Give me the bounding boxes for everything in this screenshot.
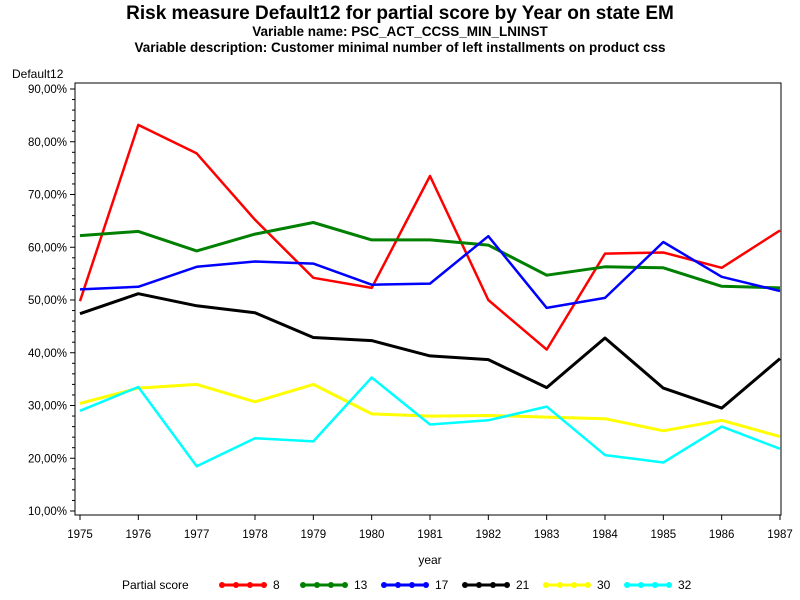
legend-marker xyxy=(624,582,630,588)
legend-item-13: 13 xyxy=(300,578,368,592)
y-axis: 10,00% 20,00% 30,00% 40,00% 50,00% 60,00% 70,0… xyxy=(28,84,75,518)
legend-marker xyxy=(328,582,334,588)
series-line-30 xyxy=(79,382,781,439)
chart-subtitle-variable-name: Variable name: PSC_ACT_CCSS_MIN_LNINST xyxy=(252,24,548,39)
x-tick-label: 1982 xyxy=(476,529,502,541)
legend-label: 8 xyxy=(273,578,280,592)
legend-marker xyxy=(462,582,468,588)
x-tick-label: 1977 xyxy=(184,529,210,541)
x-tick-label: 1981 xyxy=(417,529,443,541)
series-lines xyxy=(78,123,781,468)
plot-frame xyxy=(74,82,782,516)
legend-marker xyxy=(261,582,267,588)
y-tick-label: 10,00% xyxy=(28,506,67,518)
legend-marker xyxy=(342,582,348,588)
y-tick-label: 40,00% xyxy=(28,348,67,360)
legend-marker xyxy=(314,582,320,588)
legend-marker xyxy=(585,582,591,588)
y-tick-label: 70,00% xyxy=(28,190,67,202)
x-tick-label: 1979 xyxy=(301,529,327,541)
legend-marker xyxy=(666,582,672,588)
x-tick-label: 1978 xyxy=(242,529,268,541)
x-tick-label: 1983 xyxy=(534,529,560,541)
legend-label: 21 xyxy=(516,578,530,592)
legend-item-17: 17 xyxy=(381,578,449,592)
x-tick-label: 1976 xyxy=(126,529,152,541)
legend-item-8: 8 xyxy=(219,578,280,592)
x-axis-label: year xyxy=(418,553,441,567)
legend-marker xyxy=(381,582,387,588)
legend-marker xyxy=(247,582,253,588)
y-axis-label: Default12 xyxy=(12,67,64,81)
series-line-17 xyxy=(79,234,781,310)
y-tick-label: 20,00% xyxy=(28,453,67,465)
legend-label: 13 xyxy=(354,578,368,592)
legend-item-32: 32 xyxy=(624,578,692,592)
legend-marker xyxy=(233,582,239,588)
legend-label: 32 xyxy=(678,578,692,592)
legend-item-30: 30 xyxy=(543,578,611,592)
legend-marker xyxy=(638,582,644,588)
y-tick-label: 30,00% xyxy=(28,401,67,413)
x-tick-label: 1986 xyxy=(709,529,735,541)
legend-title: Partial score xyxy=(122,578,189,592)
legend-marker xyxy=(476,582,482,588)
x-tick-label: 1985 xyxy=(651,529,677,541)
legend-label: 17 xyxy=(435,578,449,592)
legend-marker xyxy=(504,582,510,588)
series-line-21 xyxy=(79,292,781,410)
legend-marker xyxy=(571,582,577,588)
legend-marker xyxy=(395,582,401,588)
legend-item-21: 21 xyxy=(462,578,530,592)
legend-marker xyxy=(490,582,496,588)
chart-subtitle-variable-description: Variable description: Customer minimal n… xyxy=(134,40,665,55)
y-tick-label: 80,00% xyxy=(28,137,67,149)
legend-marker xyxy=(543,582,549,588)
legend-marker xyxy=(300,582,306,588)
legend: Partial score 8 13 17 21 30 32 xyxy=(122,578,692,592)
y-tick-label: 60,00% xyxy=(28,242,67,254)
legend-marker xyxy=(219,582,225,588)
series-line-13 xyxy=(79,221,781,290)
y-tick-label: 50,00% xyxy=(28,295,67,307)
series-line-32 xyxy=(79,376,781,468)
legend-marker xyxy=(652,582,658,588)
x-axis: 1975 1976 1977 1978 1979 1980 1981 1982 1983 1984… xyxy=(67,515,793,541)
y-tick-label: 90,00% xyxy=(28,84,67,96)
legend-label: 30 xyxy=(597,578,611,592)
x-tick-label: 1984 xyxy=(592,529,618,541)
x-tick-label: 1987 xyxy=(767,529,793,541)
x-tick-label: 1975 xyxy=(67,529,93,541)
legend-marker xyxy=(423,582,429,588)
legend-marker xyxy=(409,582,415,588)
series-line-8 xyxy=(78,123,781,351)
x-tick-label: 1980 xyxy=(359,529,385,541)
legend-marker xyxy=(557,582,563,588)
chart-title: Risk measure Default12 for partial score… xyxy=(126,3,674,24)
